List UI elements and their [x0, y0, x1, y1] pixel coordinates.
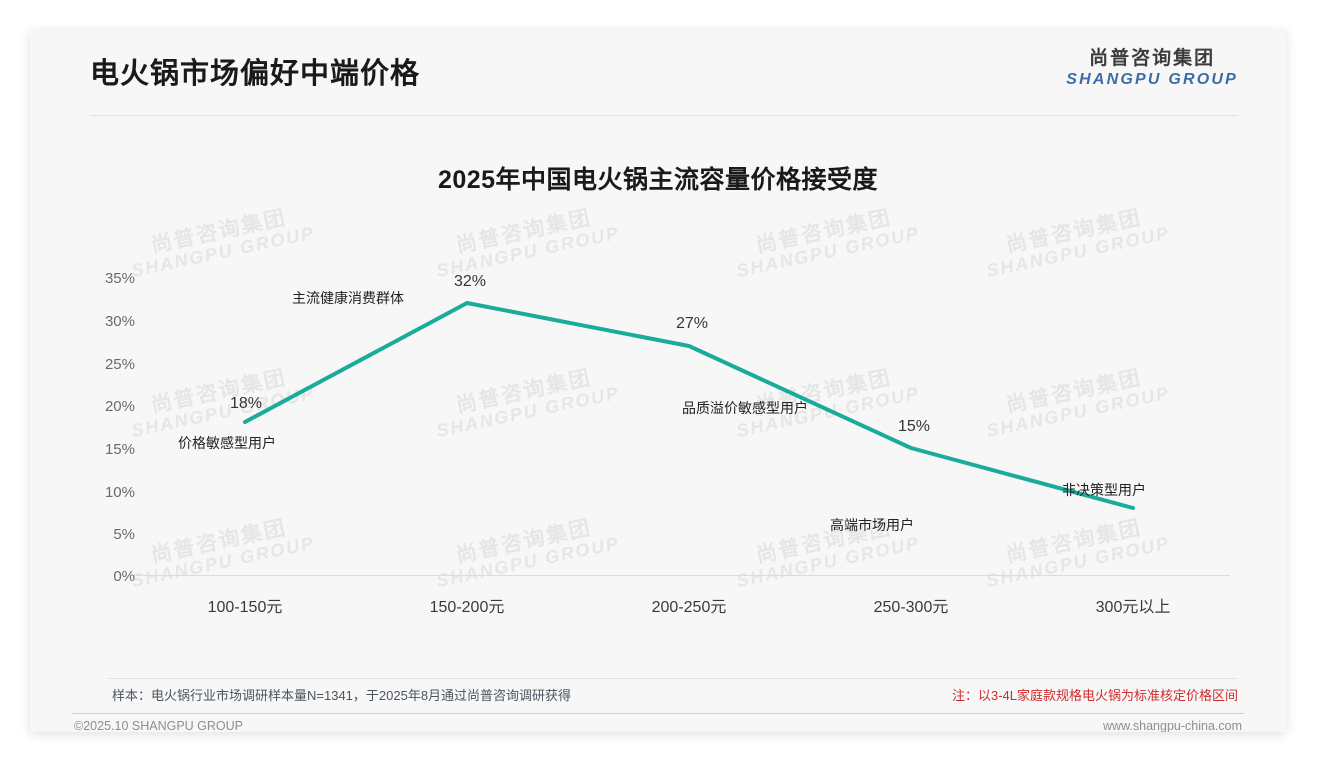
footer-divider	[72, 713, 1244, 714]
chart-plot-area: 35% 30% 25% 20% 15% 10% 5% 0% 18% 32% 27…	[30, 30, 1286, 732]
logo-english-text: SHANGPU GROUP	[1066, 70, 1238, 88]
annotation-3: 高端市场用户	[830, 517, 914, 533]
slide-card: 电火锅市场偏好中端价格 尚普咨询集团 SHANGPU GROUP 2025年中国…	[30, 30, 1286, 732]
y-axis-tick: 20%	[104, 398, 135, 415]
y-axis-tick: 10%	[104, 484, 135, 501]
data-label-0: 18%	[230, 395, 263, 412]
page-title: 电火锅市场偏好中端价格	[90, 58, 421, 90]
x-axis-line	[135, 575, 1230, 576]
notes-divider	[108, 678, 1238, 679]
line-series-svg	[243, 301, 1135, 510]
y-axis-tick: 30%	[104, 313, 135, 330]
y-axis-tick: 25%	[104, 356, 135, 373]
remark-note: 注：以3-4L家庭款规格电火锅为标准核定价格区间	[951, 688, 1238, 703]
x-axis-tick: 200-250元	[651, 599, 727, 616]
annotation-0: 价格敏感型用户	[178, 435, 276, 451]
data-label-2: 27%	[676, 315, 709, 332]
annotation-4: 非决策型用户	[1062, 482, 1146, 498]
chart-title: 2025年中国电火锅主流容量价格接受度	[437, 166, 879, 194]
sample-note: 样本：电火锅行业市场调研样本量N=1341，于2025年8月通过尚普咨询调研获得	[112, 688, 572, 703]
x-axis-tick: 150-200元	[429, 599, 505, 616]
line-series-path	[243, 301, 1135, 510]
annotation-1: 主流健康消费群体	[292, 290, 404, 306]
header-divider	[90, 115, 1238, 116]
y-axis-tick: 35%	[104, 270, 135, 287]
y-axis-tick: 15%	[104, 441, 135, 458]
y-axis-tick: 0%	[113, 568, 135, 585]
data-label-3: 15%	[898, 418, 931, 435]
x-axis-tick: 250-300元	[873, 599, 949, 616]
x-axis-tick: 300元以上	[1095, 599, 1171, 616]
data-label-1: 32%	[454, 273, 487, 290]
website-link[interactable]: www.shangpu-china.com	[1103, 719, 1242, 732]
slide-header: 电火锅市场偏好中端价格 尚普咨询集团 SHANGPU GROUP	[30, 30, 1286, 116]
x-axis-tick: 100-150元	[207, 599, 283, 616]
annotation-2: 品质溢价敏感型用户	[682, 400, 808, 416]
copyright-text: ©2025.10 SHANGPU GROUP	[74, 719, 243, 732]
y-axis-tick: 5%	[113, 526, 135, 543]
brand-logo: 尚普咨询集团 SHANGPU GROUP	[1066, 48, 1238, 89]
logo-chinese-text: 尚普咨询集团	[1089, 48, 1216, 69]
